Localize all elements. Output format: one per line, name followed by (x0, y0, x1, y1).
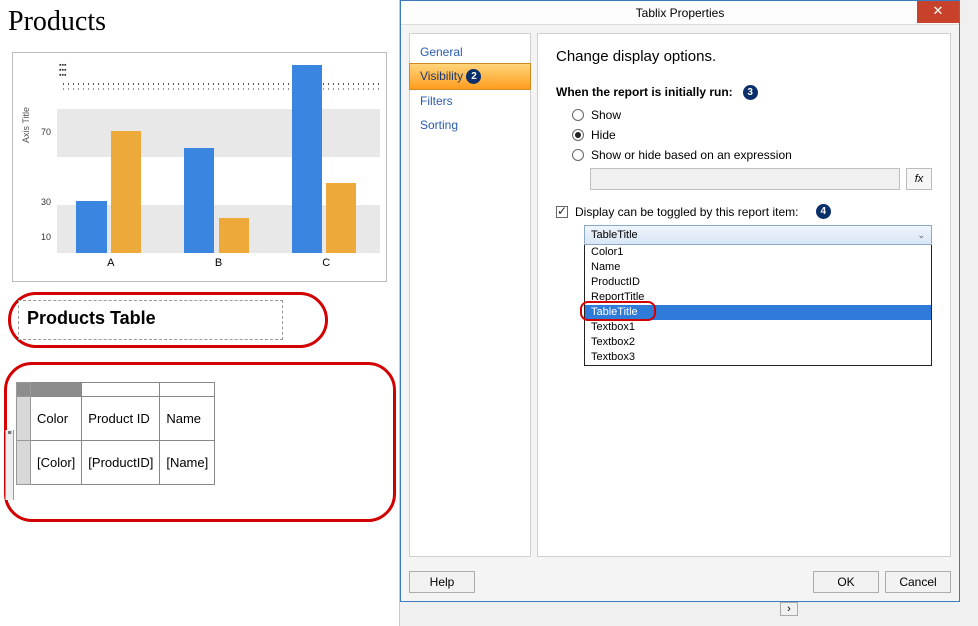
tablix-header-row: Color Product ID Name (17, 397, 215, 441)
table-title-textbox[interactable]: Products Table (18, 300, 283, 340)
chart-bar (219, 218, 249, 253)
radio-expression-label: Show or hide based on an expression (591, 148, 792, 162)
chart-x-tick: A (57, 257, 165, 271)
badge-icon: 2 (466, 69, 481, 84)
toggle-item-combo[interactable]: TableTitle ⌄ Color1NameProductIDReportTi… (584, 225, 932, 366)
tablix-row-handle[interactable] (17, 441, 31, 485)
expression-input[interactable] (590, 168, 900, 190)
tablix-header-cell[interactable]: Name (160, 397, 215, 441)
chart-bar (184, 148, 214, 253)
badge-icon: 4 (816, 204, 831, 219)
chart-x-tick: B (165, 257, 273, 271)
fx-button[interactable]: fx (906, 168, 932, 190)
close-button[interactable]: ✕ (917, 1, 959, 23)
radio-icon (572, 149, 584, 161)
chart-bar (326, 183, 356, 253)
tablix-data-cell[interactable]: [Name] (160, 441, 215, 485)
dropdown-item[interactable]: TableTitle (585, 305, 931, 320)
tablix-header-cell[interactable]: Color (31, 397, 82, 441)
badge-icon: 3 (743, 85, 758, 100)
tablix-ruler-row (17, 383, 215, 397)
nav-general[interactable]: General (410, 40, 530, 64)
dropdown-item[interactable]: Textbox2 (585, 335, 931, 350)
tablix-col-handle[interactable] (31, 383, 82, 397)
radio-show-label: Show (591, 108, 621, 122)
radio-show[interactable]: Show (572, 108, 932, 122)
dialog-heading: Change display options. (556, 48, 932, 65)
nav-filters[interactable]: Filters (410, 89, 530, 113)
tablix[interactable]: Color Product ID Name [Color] [ProductID… (16, 382, 215, 485)
dropdown-item[interactable]: Color1 (585, 245, 931, 260)
nav-visibility-label: Visibility (420, 69, 463, 83)
dropdown-item[interactable]: Name (585, 260, 931, 275)
combo-value: TableTitle (591, 229, 638, 241)
tablix-col-handle[interactable] (82, 383, 160, 397)
tablix-data-row: [Color] [ProductID] [Name] (17, 441, 215, 485)
chart-x-axis: ABC (57, 257, 380, 271)
tablix-header-cell[interactable]: Product ID (82, 397, 160, 441)
help-button[interactable]: Help (409, 571, 475, 593)
nav-sorting[interactable]: Sorting (410, 113, 530, 137)
chart-x-tick: C (272, 257, 380, 271)
when-run-label: When the report is initially run: 3 (556, 85, 932, 100)
tablix-data-cell[interactable]: [ProductID] (82, 441, 160, 485)
dropdown-item[interactable]: ReportTitle (585, 290, 931, 305)
cancel-button[interactable]: Cancel (885, 571, 951, 593)
dialog-buttons: Help OK Cancel (409, 571, 951, 593)
chart-bar (76, 201, 106, 253)
chart-bar (111, 131, 141, 253)
dropdown-item[interactable]: Textbox3 (585, 350, 931, 365)
radio-expression[interactable]: Show or hide based on an expression (572, 148, 932, 162)
combo-dropdown[interactable]: Color1NameProductIDReportTitleTableTitle… (584, 245, 932, 366)
report-designer: Products ▪▪▪▪▪▪▪▪▪ Axis Title 103070 ABC… (0, 0, 400, 626)
tablix-row-grip[interactable]: ≡ (5, 430, 14, 500)
toggle-label: Display can be toggled by this report it… (575, 205, 798, 219)
dropdown-item[interactable]: ProductID (585, 275, 931, 290)
chevron-down-icon: ⌄ (917, 230, 925, 241)
toggle-checkbox-row[interactable]: Display can be toggled by this report it… (556, 204, 932, 219)
chart-y-axis-title: Axis Title (21, 107, 31, 143)
tablix-properties-dialog: Tablix Properties ✕ General Visibility 2… (400, 0, 960, 602)
close-icon: ✕ (933, 3, 944, 18)
report-title: Products (0, 0, 399, 48)
tablix-data-cell[interactable]: [Color] (31, 441, 82, 485)
chart-bars (57, 61, 380, 253)
dialog-main: Change display options. When the report … (537, 33, 951, 557)
dialog-titlebar[interactable]: Tablix Properties ✕ (401, 1, 959, 25)
chart[interactable]: ▪▪▪▪▪▪▪▪▪ Axis Title 103070 ABC (12, 52, 387, 282)
chart-bar (292, 65, 322, 254)
tablix-row-handle[interactable] (17, 397, 31, 441)
when-run-text: When the report is initially run: (556, 85, 733, 99)
dialog-title: Tablix Properties (636, 6, 725, 20)
fx-icon: fx (915, 173, 924, 185)
nav-visibility[interactable]: Visibility 2 (409, 63, 531, 90)
checkbox-icon (556, 206, 568, 218)
scroll-right-button[interactable]: › (780, 602, 798, 616)
tablix-corner-handle[interactable] (17, 383, 31, 397)
radio-hide[interactable]: Hide (572, 128, 932, 142)
tablix-col-handle[interactable] (160, 383, 215, 397)
dialog-nav: General Visibility 2 Filters Sorting (409, 33, 531, 557)
radio-hide-label: Hide (591, 128, 616, 142)
dropdown-item[interactable]: Textbox1 (585, 320, 931, 335)
radio-icon (572, 109, 584, 121)
ok-button[interactable]: OK (813, 571, 879, 593)
radio-icon (572, 129, 584, 141)
